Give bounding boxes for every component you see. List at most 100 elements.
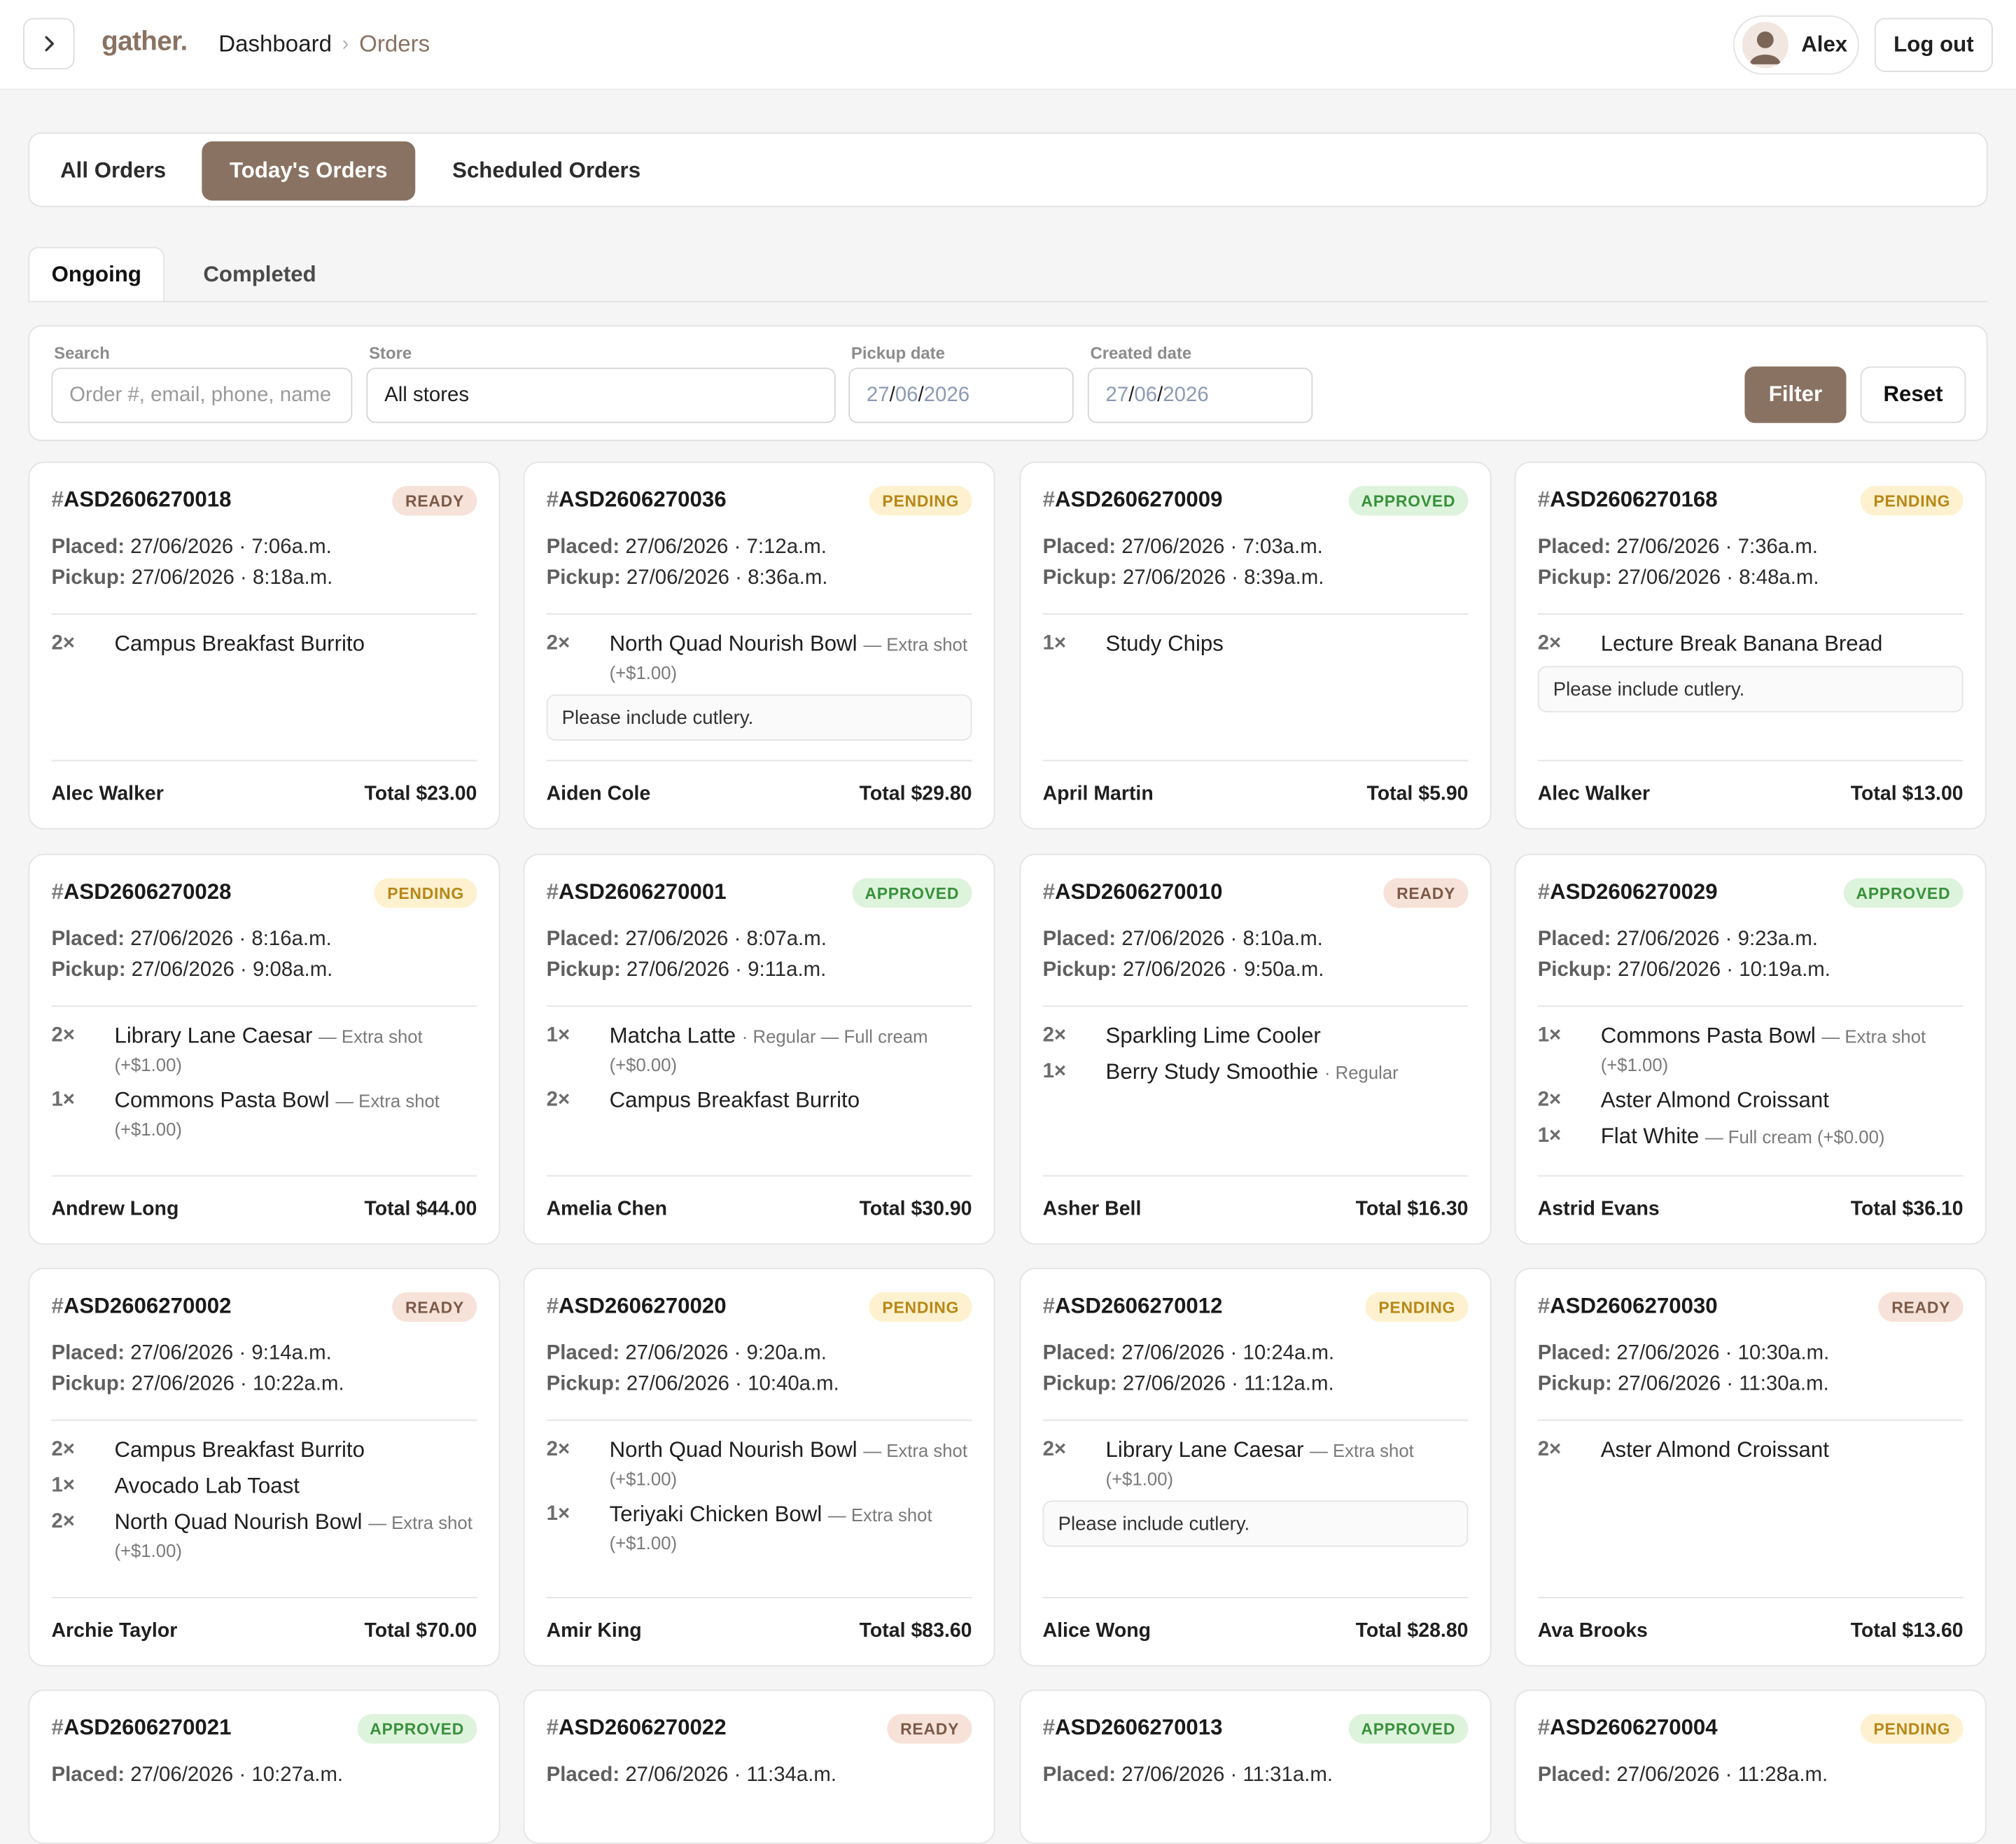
card-divider xyxy=(546,1597,972,1599)
order-card[interactable]: #ASD2606270013 APPROVED Placed: 27/06/2026… xyxy=(1019,1689,1492,1844)
order-card[interactable]: #ASD2606270002 READY Placed: 27/06/2026 · … xyxy=(28,1267,500,1667)
order-item: 2× Campus Breakfast Burrito xyxy=(51,1437,477,1465)
status-badge: READY xyxy=(887,1714,972,1744)
placed-value: 27/06/2026 · 9:14a.m. xyxy=(130,1342,332,1364)
hash-icon: # xyxy=(546,1715,559,1740)
created-date-input[interactable]: 27/06/2026 xyxy=(1087,368,1313,424)
order-total: Total $16.30 xyxy=(1356,1199,1469,1222)
order-card[interactable]: #ASD2606270030 READY Placed: 27/06/2026 · … xyxy=(1514,1267,1987,1667)
item-name: North Quad Nourish Bowl xyxy=(114,1509,363,1535)
total-value: $5.90 xyxy=(1418,783,1469,805)
placed-time: Placed: 27/06/2026 · 10:30a.m. xyxy=(1538,1343,1830,1366)
order-card[interactable]: #ASD2606270021 APPROVED Placed: 27/06/2026… xyxy=(28,1689,500,1844)
pickup-time: Pickup: 27/06/2026 · 9:11a.m. xyxy=(547,959,827,982)
placed-time: Placed: 27/06/2026 · 8:10a.m. xyxy=(1043,928,1323,951)
placed-time: Placed: 27/06/2026 · 9:14a.m. xyxy=(51,1343,331,1366)
hash-icon: # xyxy=(1042,1293,1055,1318)
item-modifier: — Extra shot (+$1.00) xyxy=(114,1090,440,1140)
total-value: $13.60 xyxy=(1902,1620,1963,1642)
placed-value: 27/06/2026 · 8:16a.m. xyxy=(130,928,332,951)
placed-time: Placed: 27/06/2026 · 10:27a.m. xyxy=(51,1764,343,1787)
order-card[interactable]: #ASD2606270009 APPROVED Placed: 27/06/2026… xyxy=(1019,461,1492,830)
card-divider xyxy=(1537,1005,1963,1007)
pickup-date-input[interactable]: 27/06/2026 xyxy=(848,368,1074,424)
order-card[interactable]: #ASD2606270012 PENDING Placed: 27/06/2026 … xyxy=(1019,1267,1492,1667)
pickup-value: 27/06/2026 · 8:48a.m. xyxy=(1618,566,1819,589)
order-card[interactable]: #ASD2606270029 APPROVED Placed: 27/06/2026… xyxy=(1514,853,1987,1245)
item-quantity: 1× xyxy=(1042,632,1067,655)
created-date-year: 2026 xyxy=(1163,384,1209,406)
card-divider xyxy=(546,760,972,762)
order-items: 2× Campus Breakfast Burrito 1× Avocado Lab … xyxy=(51,1437,477,1573)
breadcrumb-dashboard[interactable]: Dashboard xyxy=(218,31,332,57)
customer-name: April Martin xyxy=(1042,783,1154,805)
order-card[interactable]: #ASD2606270020 PENDING Placed: 27/06/2026 … xyxy=(523,1267,995,1667)
customer-name: Amelia Chen xyxy=(546,1198,668,1221)
order-card[interactable]: #ASD2606270001 APPROVED Placed: 27/06/2026… xyxy=(523,853,995,1245)
order-card[interactable]: #ASD2606270022 READY Placed: 27/06/2026 · … xyxy=(523,1689,995,1844)
card-divider xyxy=(546,1419,972,1421)
status-badge: PENDING xyxy=(374,878,477,908)
placed-label: Placed: xyxy=(51,536,125,559)
sidebar-toggle-button[interactable] xyxy=(23,18,75,70)
placed-value: 27/06/2026 · 10:24a.m. xyxy=(1121,1342,1335,1364)
reset-button[interactable]: Reset xyxy=(1860,366,1966,424)
order-card-header: #ASD2606270012 PENDING xyxy=(1043,1291,1469,1322)
order-items: 2× Aster Almond Croissant xyxy=(1538,1437,1963,1472)
total-label: Total xyxy=(364,783,411,805)
item-quantity: 1× xyxy=(51,1474,75,1497)
order-card-footer: Astrid Evans Total $36.10 xyxy=(1538,1196,1963,1224)
order-note: Please include cutlery. xyxy=(1537,666,1963,713)
order-total: Total $5.90 xyxy=(1366,783,1468,806)
card-divider xyxy=(1042,613,1469,615)
pickup-value: 27/06/2026 · 8:39a.m. xyxy=(1122,566,1324,589)
search-label: Search xyxy=(54,343,110,363)
order-card[interactable]: #ASD2606270010 READY Placed: 27/06/2026 · … xyxy=(1019,853,1492,1245)
placed-time: Placed: 27/06/2026 · 8:16a.m. xyxy=(51,928,331,951)
order-id: #ASD2606270004 xyxy=(1538,1715,1718,1741)
filter-button[interactable]: Filter xyxy=(1744,366,1847,424)
item-quantity: 1× xyxy=(51,1089,75,1111)
placed-time: Placed: 27/06/2026 · 9:23a.m. xyxy=(1538,928,1818,951)
order-card[interactable]: #ASD2606270028 PENDING Placed: 27/06/2026 … xyxy=(28,853,500,1245)
order-card[interactable]: #ASD2606270036 PENDING Placed: 27/06/2026 … xyxy=(523,461,995,830)
order-card-footer: Alice Wong Total $28.80 xyxy=(1043,1618,1469,1646)
order-card[interactable]: #ASD2606270004 PENDING Placed: 27/06/2026 … xyxy=(1514,1689,1987,1844)
placed-label: Placed: xyxy=(1042,928,1116,951)
order-id: #ASD2606270001 xyxy=(547,879,727,905)
order-card-header: #ASD2606270001 APPROVED xyxy=(547,877,972,908)
order-card[interactable]: #ASD2606270018 READY Placed: 27/06/2026 · … xyxy=(28,461,500,830)
placed-value: 27/06/2026 · 8:10a.m. xyxy=(1121,928,1323,951)
order-id: #ASD2606270018 xyxy=(51,487,231,513)
item-quantity: 2× xyxy=(51,1439,75,1461)
subtab-ongoing[interactable]: Ongoing xyxy=(28,246,165,302)
pickup-date-month: 06 xyxy=(895,384,918,406)
search-input[interactable] xyxy=(51,368,353,424)
hash-icon: # xyxy=(546,487,559,512)
tab-scheduled-orders[interactable]: Scheduled Orders xyxy=(452,158,641,183)
subtab-completed[interactable]: Completed xyxy=(203,261,316,286)
order-card[interactable]: #ASD2606270168 PENDING Placed: 27/06/2026 … xyxy=(1514,461,1987,830)
item-name: Campus Breakfast Burrito xyxy=(114,631,365,656)
order-total: Total $70.00 xyxy=(365,1620,477,1643)
tab-todays-orders[interactable]: Today's Orders xyxy=(202,141,416,201)
item-quantity: 1× xyxy=(1537,1125,1562,1147)
total-value: $36.10 xyxy=(1902,1198,1963,1221)
user-menu[interactable]: Alex xyxy=(1732,15,1859,75)
pickup-time: Pickup: 27/06/2026 · 9:50a.m. xyxy=(1043,959,1324,982)
card-divider xyxy=(1537,1597,1963,1599)
order-items: 1× Commons Pasta Bowl — Extra shot (+$1.0… xyxy=(1538,1022,1963,1159)
order-note: Please include cutlery. xyxy=(546,694,972,741)
total-value: $13.00 xyxy=(1902,783,1963,805)
logout-button[interactable]: Log out xyxy=(1874,18,1993,72)
item-quantity: 2× xyxy=(51,1024,75,1047)
placed-value: 27/06/2026 · 9:20a.m. xyxy=(625,1342,827,1364)
store-select[interactable]: All stores xyxy=(366,368,836,424)
pickup-time: Pickup: 27/06/2026 · 10:22a.m. xyxy=(51,1374,344,1397)
placed-time: Placed: 27/06/2026 · 11:31a.m. xyxy=(1043,1764,1333,1787)
tab-all-orders[interactable]: All Orders xyxy=(60,158,167,183)
order-id: #ASD2606270010 xyxy=(1043,879,1223,905)
order-total: Total $44.00 xyxy=(365,1199,477,1222)
logo[interactable]: gather. xyxy=(102,27,188,57)
hash-icon: # xyxy=(51,1715,64,1740)
